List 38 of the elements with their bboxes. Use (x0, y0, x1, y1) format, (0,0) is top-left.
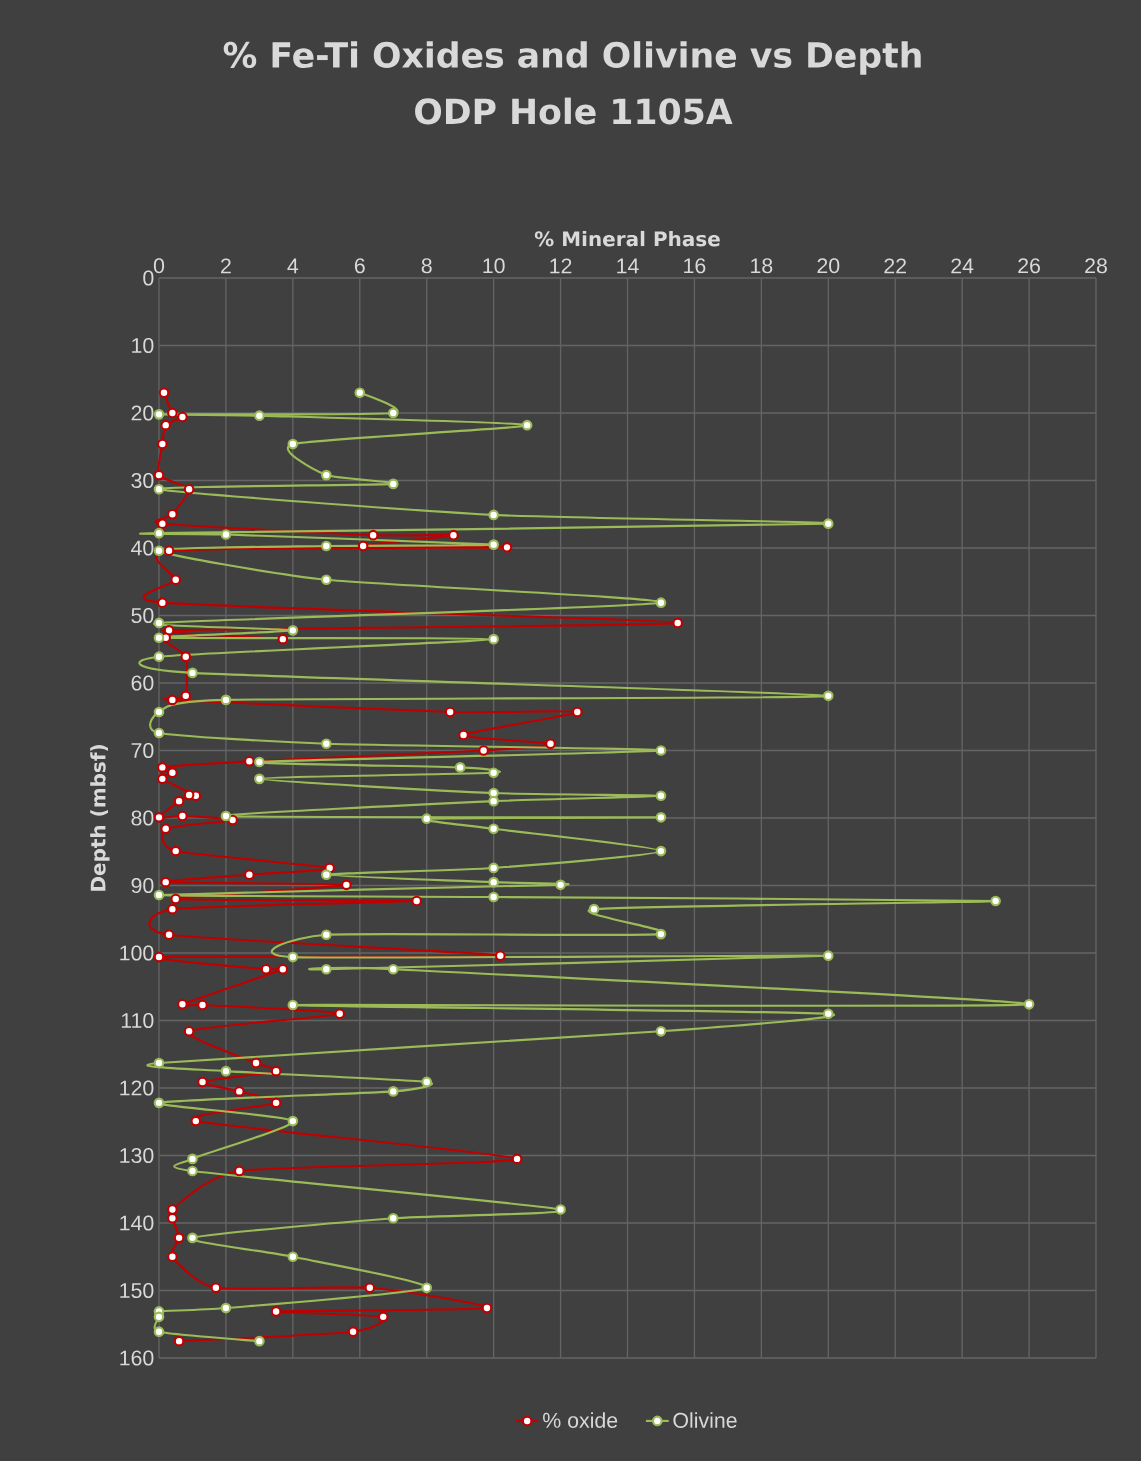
y-tick-label: 130 (120, 1147, 154, 1164)
x-tick-label: 26 (1018, 258, 1040, 274)
y-axis-title: Depth (mbsf) (90, 745, 110, 891)
chart-title: % Fe-Ti Oxides and Olivine vs Depth (223, 41, 921, 75)
legend-label: % oxide (543, 1412, 618, 1428)
chart-subtitle: ODP Hole 1105A (415, 97, 733, 125)
x-tick-label: 8 (421, 258, 432, 274)
y-tick-label: 140 (120, 1215, 154, 1231)
x-tick-label: 2 (221, 258, 231, 274)
y-tick-label: 110 (121, 1012, 154, 1029)
x-tick-label: 22 (884, 258, 906, 274)
y-tick-label: 0 (143, 270, 154, 286)
y-tick-label: 120 (120, 1080, 154, 1096)
x-tick-label: 10 (483, 258, 505, 274)
y-tick-label: 90 (131, 877, 154, 894)
x-tick-label: 16 (684, 258, 706, 274)
y-tick-label: 150 (120, 1282, 154, 1299)
y-tick-label: 60 (131, 675, 154, 691)
legend-label: Olivine (673, 1412, 737, 1428)
y-tick-label: 20 (131, 405, 154, 421)
x-tick-label: 18 (751, 258, 773, 274)
x-tick-label: 20 (817, 258, 840, 274)
x-tick-label: 12 (550, 258, 572, 274)
x-tick-label: 24 (951, 258, 974, 274)
x-tick-label: 4 (287, 258, 299, 274)
y-tick-label: 30 (131, 472, 154, 489)
y-tick-label: 40 (131, 540, 154, 556)
x-axis-title: % Mineral Phase (534, 230, 720, 247)
x-tick-label: 6 (354, 258, 365, 274)
y-tick-label: 70 (131, 742, 154, 759)
y-tick-label: 50 (131, 607, 154, 624)
y-tick-label: 10 (132, 337, 154, 354)
y-tick-label: 100 (120, 945, 154, 961)
x-tick-label: 0 (153, 258, 165, 274)
y-tick-label: 80 (131, 810, 154, 826)
x-tick-label: 28 (1085, 258, 1107, 274)
x-tick-label: 14 (617, 258, 639, 274)
y-tick-label: 160 (120, 1350, 154, 1366)
